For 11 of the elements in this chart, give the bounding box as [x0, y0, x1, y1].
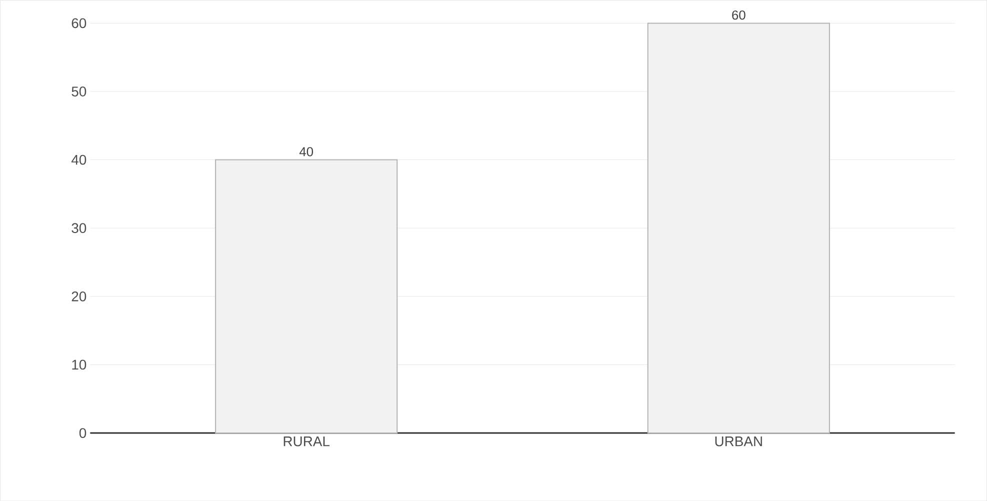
y-tick-label: 40 [71, 154, 86, 165]
y-tick-label: 50 [72, 86, 86, 96]
y-tick-label: 0 [79, 428, 86, 438]
y-tick-label: 20 [72, 291, 86, 302]
data-label: 60 [732, 10, 746, 20]
y-tick-label: 10 [72, 360, 86, 370]
y-tick-label: 60 [72, 18, 86, 28]
data-label: 40 [299, 147, 314, 156]
x-tick-label: URBAN [715, 436, 762, 446]
x-tick-label: RURAL [284, 436, 330, 446]
y-tick-label: 30 [72, 223, 86, 233]
